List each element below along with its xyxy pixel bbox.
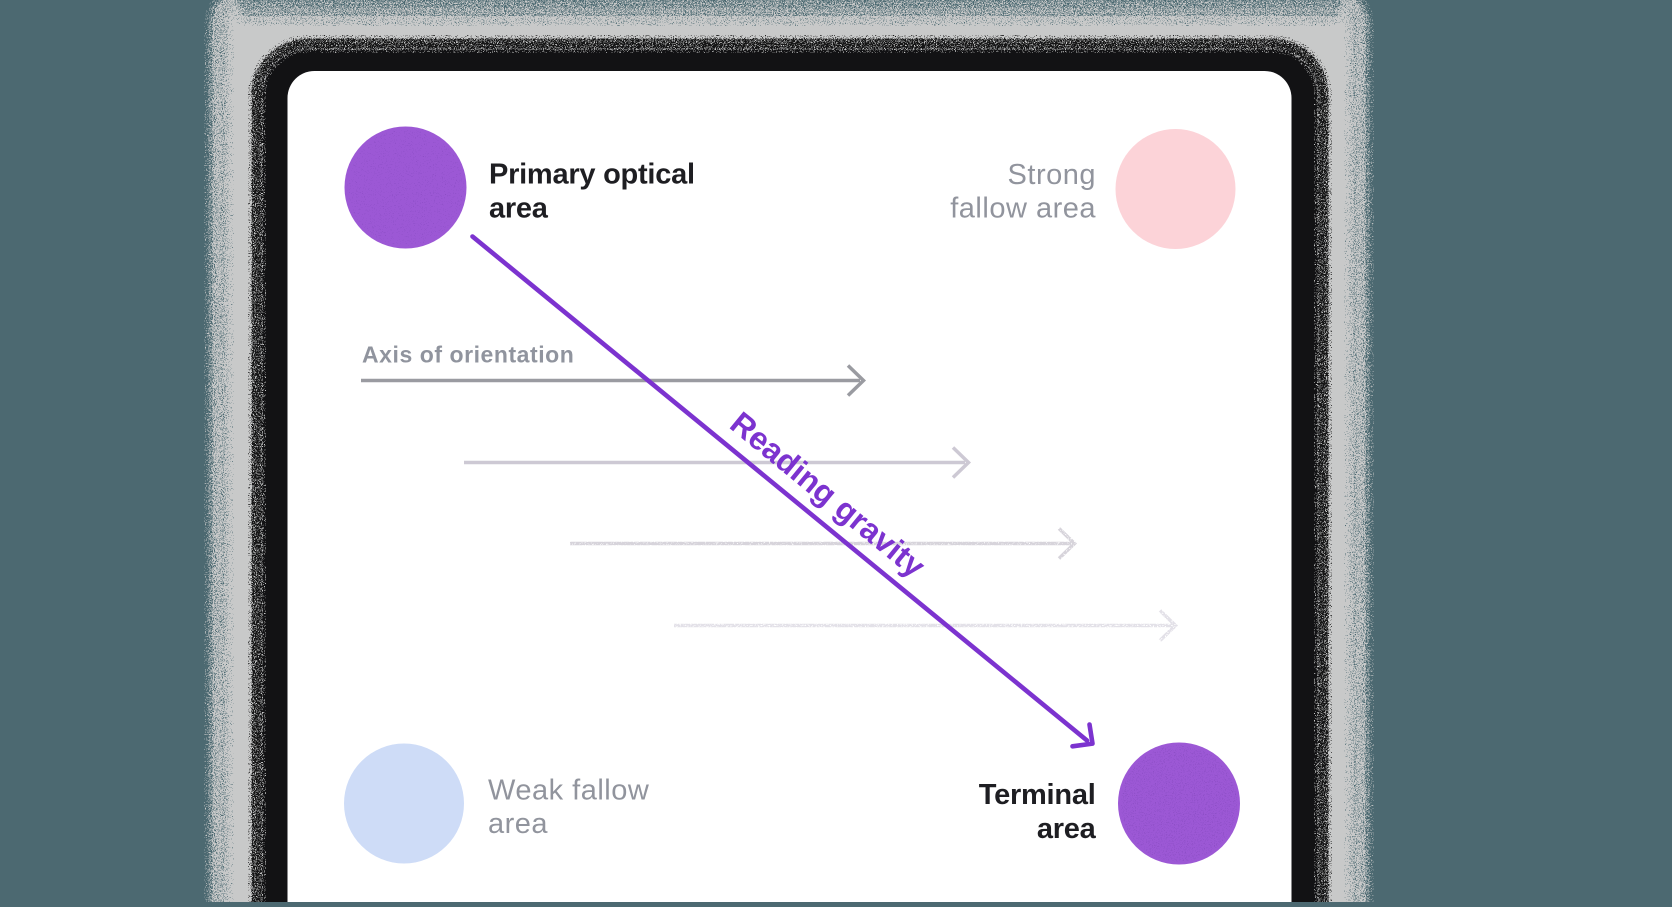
svg-text:area: area (488, 808, 548, 840)
svg-text:Strong: Strong (1008, 159, 1096, 191)
svg-text:area: area (489, 192, 549, 224)
svg-text:area: area (1037, 813, 1097, 845)
svg-text:Axis of orientation: Axis of orientation (362, 342, 574, 368)
svg-text:fallow area: fallow area (950, 193, 1096, 225)
svg-text:Primary optical: Primary optical (489, 159, 695, 191)
svg-text:Terminal: Terminal (979, 779, 1096, 811)
svg-text:Weak fallow: Weak fallow (488, 775, 650, 807)
